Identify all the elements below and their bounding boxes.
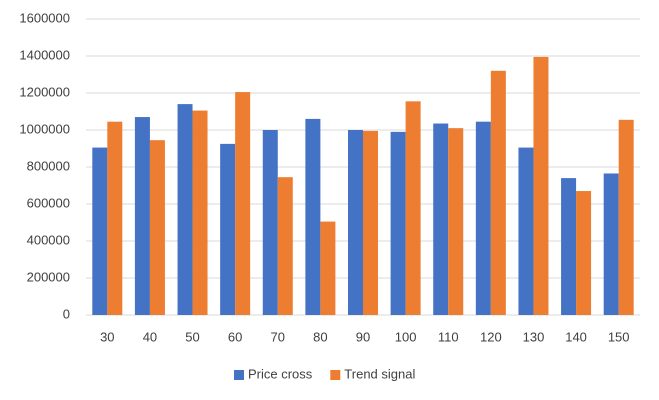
y-tick-label: 1600000 — [19, 10, 70, 25]
legend-swatch — [330, 370, 341, 380]
legend-label: Price cross — [248, 366, 313, 381]
bar — [618, 119, 634, 315]
x-tick-label: 140 — [565, 329, 587, 344]
y-tick-label: 0 — [63, 306, 70, 321]
x-tick-label: 70 — [271, 329, 285, 344]
x-tick-label: 30 — [100, 329, 114, 344]
x-tick-label: 130 — [523, 329, 545, 344]
bar — [363, 130, 378, 315]
bar — [149, 140, 165, 315]
bar — [533, 56, 549, 316]
x-tick-label: 50 — [185, 329, 199, 344]
y-tick-label: 1000000 — [19, 121, 70, 136]
y-tick-label: 600000 — [27, 195, 70, 210]
y-tick-label: 800000 — [27, 158, 70, 173]
bar — [518, 147, 534, 315]
bar — [305, 118, 321, 316]
x-tick-label: 100 — [395, 329, 417, 344]
bar — [390, 131, 406, 315]
bar — [92, 147, 108, 315]
bar — [235, 92, 251, 315]
bar — [348, 130, 363, 315]
y-tick-label: 200000 — [27, 269, 70, 284]
x-tick-label: 110 — [438, 329, 459, 344]
bar — [220, 143, 236, 315]
y-tick-label: 1200000 — [19, 84, 70, 99]
bar — [177, 104, 193, 315]
bar — [277, 177, 293, 315]
bar — [603, 173, 619, 315]
bar — [320, 221, 336, 315]
bar — [576, 191, 592, 315]
bar — [107, 121, 123, 315]
bar — [134, 117, 150, 315]
bar — [433, 123, 449, 316]
bar — [262, 130, 278, 315]
legend-label: Trend signal — [344, 366, 415, 381]
x-tick-label: 150 — [608, 329, 630, 344]
x-tick-label: 120 — [480, 329, 502, 344]
legend-swatch — [234, 370, 244, 380]
bar — [192, 110, 208, 315]
x-tick-label: 40 — [143, 329, 157, 344]
bar — [561, 178, 577, 315]
bar — [405, 101, 421, 315]
x-tick-label: 90 — [356, 329, 370, 344]
y-tick-label: 1400000 — [19, 47, 70, 62]
bar — [490, 70, 506, 315]
x-tick-label: 80 — [313, 329, 327, 344]
x-tick-label: 60 — [228, 329, 242, 344]
bar — [475, 121, 491, 315]
y-tick-label: 400000 — [27, 232, 70, 247]
bar — [448, 128, 464, 315]
